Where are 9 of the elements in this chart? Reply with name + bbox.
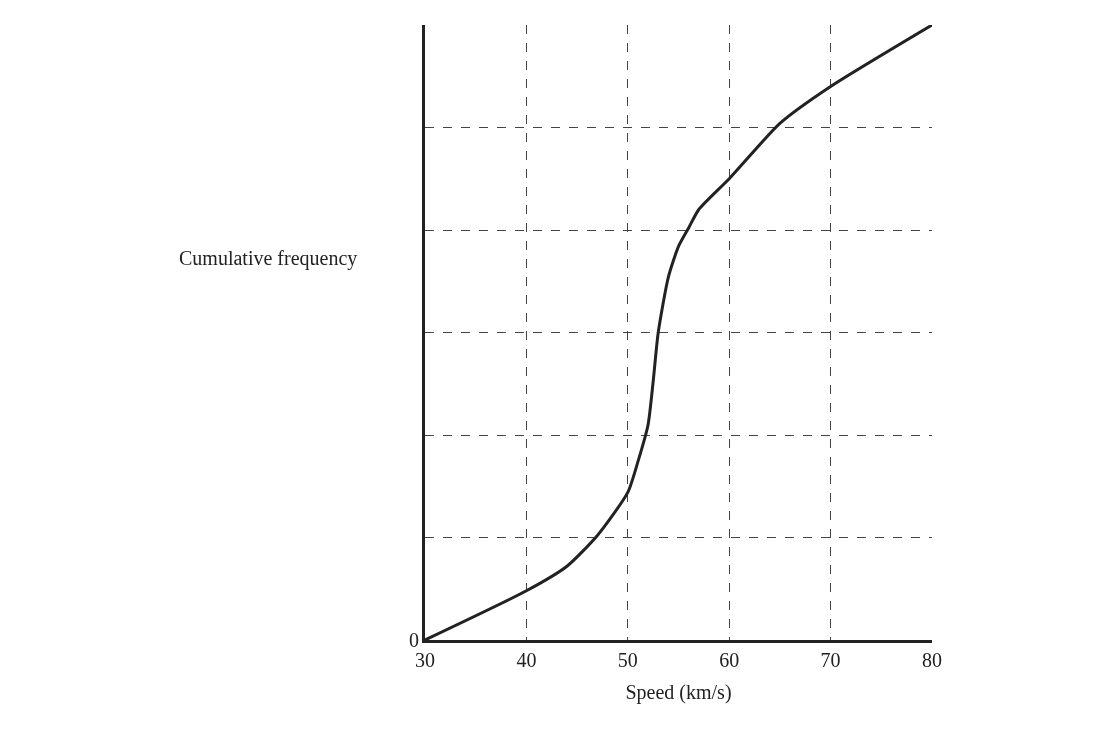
annotation: 0 [409, 629, 419, 651]
x-tick-label: 80 [922, 649, 942, 671]
x-tick-label: 50 [617, 649, 638, 671]
x-tick-label: 70 [820, 649, 841, 671]
x-axis-title: Speed (km/s) [625, 680, 732, 704]
x-tick-label: 40 [516, 649, 537, 671]
x-tick-label: 60 [719, 649, 740, 671]
y-axis-title: Cumulative frequency [179, 247, 358, 270]
x-tick-label: 30 [415, 649, 435, 671]
